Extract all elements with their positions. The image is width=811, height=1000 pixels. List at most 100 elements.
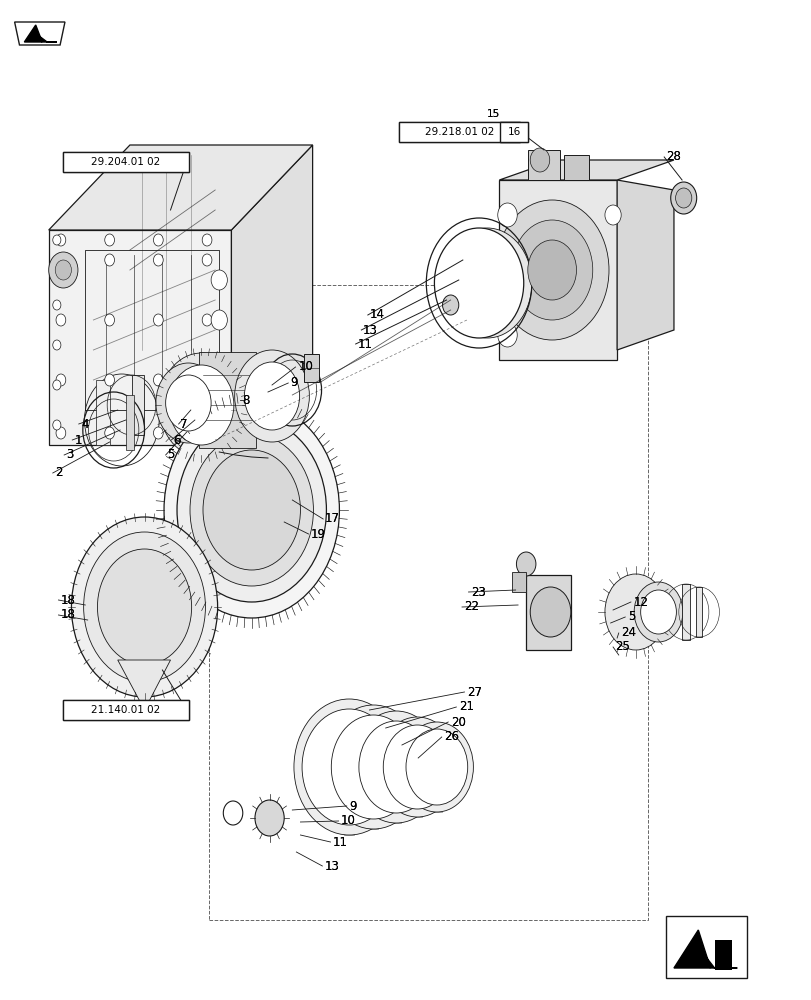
Text: 13: 13 [324,859,339,872]
Circle shape [383,725,451,809]
Bar [344,699,354,835]
Circle shape [156,363,221,443]
Circle shape [153,374,163,386]
Text: 24: 24 [620,626,635,640]
Circle shape [302,709,396,825]
Polygon shape [15,22,65,45]
Text: 6: 6 [173,434,180,446]
Circle shape [53,420,61,430]
Bar [126,395,134,450]
Text: 5: 5 [627,610,634,624]
Polygon shape [118,660,170,710]
Circle shape [202,234,212,246]
Circle shape [604,574,666,650]
Bar [499,122,527,142]
Circle shape [442,228,531,338]
Circle shape [202,254,212,266]
Circle shape [255,800,284,836]
Text: 14: 14 [369,308,384,322]
Bar [714,940,732,970]
Circle shape [434,228,523,338]
Circle shape [53,380,61,390]
Circle shape [53,235,61,245]
Bar [681,584,689,640]
Circle shape [670,182,696,214]
Bar [398,122,520,142]
Text: 25: 25 [615,641,629,654]
Text: 10: 10 [341,814,355,828]
Circle shape [453,241,521,325]
Circle shape [56,234,66,246]
Text: 25: 25 [615,641,629,654]
Circle shape [202,427,212,439]
Circle shape [202,374,212,386]
Text: 21: 21 [458,700,473,714]
Text: 3: 3 [67,448,74,462]
Text: 27: 27 [466,686,481,698]
Text: 15: 15 [487,109,500,119]
Text: 28: 28 [665,150,680,163]
Polygon shape [616,180,673,350]
Text: 5: 5 [627,610,634,624]
Text: 21.140.01 02: 21.140.01 02 [91,705,161,715]
Circle shape [53,260,61,270]
Text: 16: 16 [507,127,520,137]
Bar [62,152,188,172]
Text: 14: 14 [369,308,384,322]
Text: 5: 5 [167,448,174,462]
Circle shape [164,402,339,618]
Text: 7: 7 [180,418,187,430]
Circle shape [71,517,217,697]
Text: 4: 4 [81,418,88,430]
Text: 13: 13 [363,324,377,336]
Text: 18: 18 [61,608,75,621]
Circle shape [53,300,61,310]
Text: 18: 18 [61,593,75,606]
Circle shape [331,715,415,819]
Text: 1: 1 [75,434,82,446]
Circle shape [211,270,227,290]
Circle shape [323,705,423,829]
Bar [412,717,422,817]
Circle shape [105,427,114,439]
Circle shape [294,699,404,835]
Bar [695,587,702,637]
Text: 29.204.01 02: 29.204.01 02 [91,157,161,167]
Text: 7: 7 [180,418,187,430]
Bar [62,700,188,720]
Bar [431,722,441,812]
Circle shape [202,314,212,326]
Text: 24: 24 [620,626,635,640]
Text: 9: 9 [290,376,298,389]
Circle shape [211,310,227,330]
Text: 22: 22 [464,600,478,613]
Text: 8: 8 [242,393,249,406]
Text: 11: 11 [357,338,371,351]
Circle shape [640,590,676,634]
Circle shape [495,200,608,340]
Bar [209,285,647,920]
Circle shape [516,552,535,576]
Polygon shape [499,180,616,360]
Text: 16: 16 [507,127,520,137]
Polygon shape [673,930,736,968]
Text: 23: 23 [470,585,485,598]
Circle shape [105,374,114,386]
Circle shape [153,234,163,246]
Text: 5: 5 [167,448,174,462]
Bar [526,575,570,650]
Circle shape [177,418,326,602]
Circle shape [400,722,473,812]
Text: 13: 13 [324,859,339,872]
Text: 13: 13 [363,324,377,336]
Text: 3: 3 [67,448,74,462]
Circle shape [530,587,570,637]
Circle shape [604,205,620,225]
Circle shape [511,220,592,320]
Text: 11: 11 [333,836,347,848]
Polygon shape [49,230,231,445]
Text: 20: 20 [450,716,465,728]
Text: 12: 12 [633,595,647,608]
Circle shape [56,427,66,439]
Text: 18: 18 [61,593,75,606]
